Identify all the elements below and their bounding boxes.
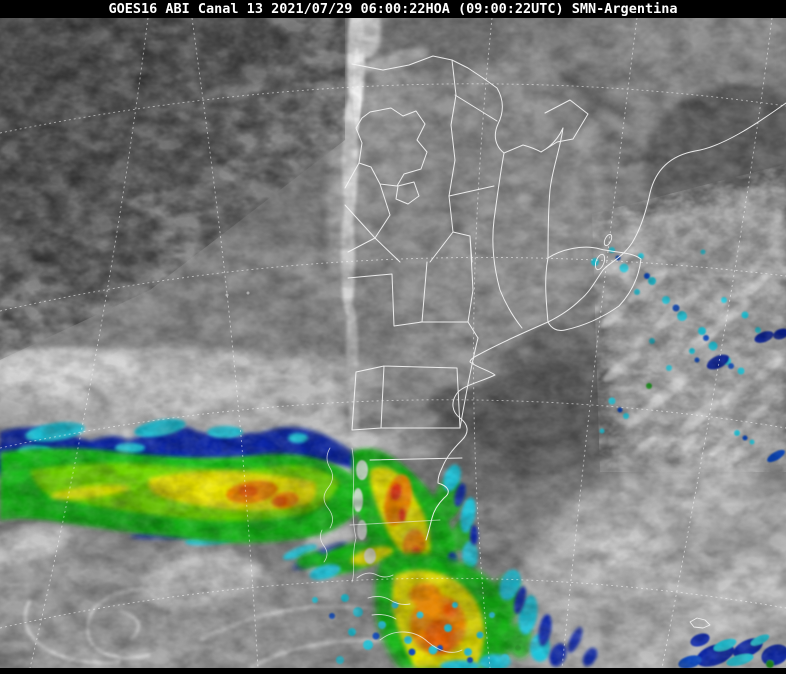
border-tucuman: [395, 181, 420, 205]
river-uruguay: [547, 127, 564, 259]
coast-tierradelfuego: [379, 631, 463, 653]
coast-chile-archipelago: [323, 447, 333, 529]
border-rionegro-south: [369, 457, 463, 461]
layer-texture: [0, 18, 786, 668]
coastline-southamerica: [425, 102, 786, 541]
coast-lagoon-2: [603, 233, 613, 247]
river-parana: [492, 152, 523, 329]
islands-malvinas: [689, 617, 711, 629]
coast-chile-archipelago-2: [320, 529, 328, 563]
border-buenosaires-west: [459, 337, 479, 429]
coast-lagoon: [594, 253, 606, 271]
border-santiago-cordoba: [419, 195, 479, 339]
border-chubut-south: [349, 519, 441, 526]
border-chile-south: [351, 447, 357, 583]
border-cuyo: [347, 237, 423, 327]
border-misiones: [503, 99, 589, 154]
border-chaco-column: [448, 59, 457, 197]
border-north: [351, 55, 505, 154]
outline-uruguay: [545, 246, 642, 331]
title-bar: GOES16 ABI Canal 13 2021/07/29 06:00:22H…: [0, 0, 786, 18]
coast-santacruz: [356, 572, 411, 620]
border-chaco-south: [448, 185, 495, 197]
border-salta-jujuy: [355, 107, 428, 187]
layer-graticule: [0, 18, 786, 668]
image-title-text: GOES16 ABI Canal 13 2021/07/29 06:00:22H…: [108, 1, 678, 17]
satellite-map-image: [0, 18, 786, 668]
layer-borders: [320, 55, 786, 653]
border-formosa: [454, 94, 498, 122]
